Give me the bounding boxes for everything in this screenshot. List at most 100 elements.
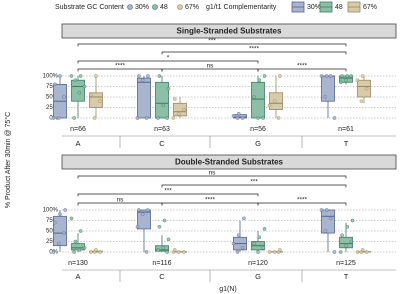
data-point xyxy=(73,78,78,82)
data-point xyxy=(324,74,329,78)
data-point xyxy=(72,116,76,120)
significance-bracket xyxy=(161,184,347,188)
significance-bracket xyxy=(77,193,259,197)
legend-label: 48 xyxy=(160,4,168,11)
data-point xyxy=(171,116,176,120)
box-legend-title: g1/t1 Complementarity xyxy=(206,4,277,11)
data-point xyxy=(140,78,145,82)
data-point xyxy=(319,74,324,78)
n-label: n=120 xyxy=(248,260,268,267)
data-point xyxy=(98,99,102,103)
data-point xyxy=(272,250,277,254)
data-point xyxy=(58,212,62,216)
data-point xyxy=(82,84,87,89)
data-point xyxy=(162,218,167,223)
data-point xyxy=(252,241,256,246)
data-point xyxy=(257,235,262,240)
data-point xyxy=(157,224,162,229)
data-point xyxy=(323,229,328,233)
data-point xyxy=(157,74,162,78)
n-label: n=63 xyxy=(154,126,170,133)
data-point xyxy=(340,233,344,237)
data-point xyxy=(364,86,369,91)
n-label: n=125 xyxy=(336,260,356,267)
data-point xyxy=(256,116,260,120)
data-point xyxy=(272,99,277,103)
data-point xyxy=(69,74,74,78)
data-point xyxy=(161,103,166,108)
data-point xyxy=(135,116,140,120)
data-point xyxy=(240,245,245,250)
data-point xyxy=(267,250,272,254)
facet-title: Single-Stranded Substrates xyxy=(177,27,282,36)
data-point xyxy=(172,248,177,252)
data-point xyxy=(82,245,87,250)
data-point xyxy=(161,245,166,250)
y-tick-label: 75% xyxy=(46,84,59,90)
significance-label: ns xyxy=(207,63,215,70)
data-point xyxy=(51,250,56,254)
significance-label: **** xyxy=(297,63,308,70)
data-point xyxy=(62,231,66,235)
box xyxy=(357,79,371,98)
x-tick-label: T xyxy=(344,272,349,281)
data-point xyxy=(53,82,57,87)
data-point xyxy=(324,208,329,212)
data-point xyxy=(166,86,171,91)
x-tick-label: A xyxy=(75,272,80,281)
data-point xyxy=(176,250,181,254)
significance-bracket xyxy=(257,202,347,206)
data-point xyxy=(89,250,93,254)
significance-bracket xyxy=(77,175,347,179)
y-tick-label: 25% xyxy=(46,239,59,245)
data-point xyxy=(136,208,141,212)
data-point xyxy=(182,250,186,254)
data-point xyxy=(231,241,236,246)
data-point xyxy=(56,116,61,120)
data-point xyxy=(344,243,348,248)
data-point xyxy=(144,250,149,254)
data-point xyxy=(77,91,82,95)
data-point xyxy=(156,116,160,120)
x-tick-label: C xyxy=(159,272,165,281)
data-point xyxy=(338,250,343,254)
data-point xyxy=(262,74,267,78)
box xyxy=(137,77,151,119)
data-point xyxy=(267,103,272,108)
significance-label: ns xyxy=(209,170,217,177)
data-point xyxy=(156,248,160,252)
data-point xyxy=(58,74,62,78)
data-point xyxy=(236,233,241,237)
data-point xyxy=(328,74,333,78)
x-tick-label: T xyxy=(344,139,349,148)
data-point xyxy=(77,248,82,252)
data-point xyxy=(349,239,354,244)
significance-label: **** xyxy=(205,197,216,204)
data-point xyxy=(278,74,282,78)
data-point xyxy=(53,220,57,225)
data-point xyxy=(51,116,56,120)
data-point xyxy=(78,229,83,233)
data-point xyxy=(146,74,150,78)
data-point xyxy=(261,116,266,120)
data-point xyxy=(136,74,141,78)
data-point xyxy=(236,112,241,116)
x-tick-label: G xyxy=(255,272,261,281)
significance-label: **** xyxy=(115,63,126,70)
box xyxy=(71,79,85,102)
y-tick-label: 50% xyxy=(46,229,59,235)
n-label: n=56 xyxy=(250,126,266,133)
box xyxy=(321,75,335,102)
legend-point xyxy=(152,4,158,10)
data-point xyxy=(166,237,171,242)
box xyxy=(89,92,103,108)
data-point xyxy=(235,250,240,254)
data-point xyxy=(62,95,66,99)
facet-strip xyxy=(61,154,397,170)
x-axis-title: g1(N) xyxy=(219,286,237,293)
data-point xyxy=(135,224,140,229)
data-point xyxy=(144,116,149,120)
data-point xyxy=(350,218,355,223)
y-axis-title: % Product After 30min @ 75°C xyxy=(4,112,12,208)
